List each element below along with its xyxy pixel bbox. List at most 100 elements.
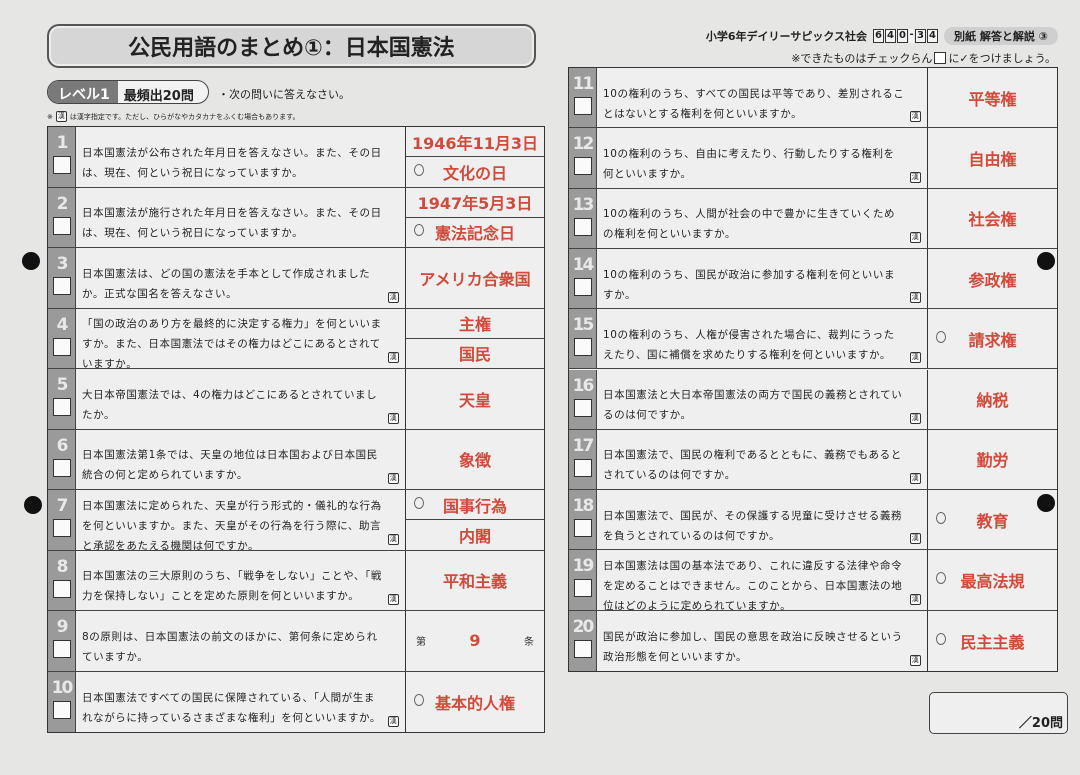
question-row: 20 国民が政治に参加し、国民の意思を政治に反映させるという政治形態を何といいます… <box>569 610 1057 671</box>
handwritten-circle-icon <box>414 693 424 706</box>
check-note-after: に✓をつけましょう。 <box>948 52 1056 65</box>
check-box[interactable] <box>52 216 71 235</box>
question-text: 10の権利のうち、自由に考えたり、行動したりする権利を何といいますか。 <box>603 147 895 180</box>
answer-slot: 平和主義 <box>406 551 544 611</box>
binder-hole <box>24 496 42 514</box>
answer-text: 勤労 <box>976 451 1009 471</box>
worksheet-header: 小学6年デイリーサピックス社会 6 4 0 - 3 4 別紙 解答と解説 ③ <box>706 27 1058 45</box>
question-row: 14 10の権利のうち、国民が政治に参加する権利を何といいますか。漢参政権 <box>569 248 1057 310</box>
question-number: 3 <box>56 254 69 274</box>
kanji-required-icon: 漢 <box>910 231 921 243</box>
check-box[interactable] <box>573 398 592 417</box>
answer-text: 内閣 <box>458 526 491 546</box>
answer-text: 天皇 <box>458 390 491 410</box>
check-box[interactable] <box>573 97 592 115</box>
check-box[interactable] <box>52 337 71 356</box>
question-text-cell: 日本国憲法で、国民が、その保護する児童に受けさせる義務を負うとされているのは何で… <box>597 490 928 550</box>
question-number-cell: 20 <box>569 610 597 671</box>
kanji-required-icon: 漢 <box>910 171 921 183</box>
answer-slot: 基本的人権 <box>406 672 544 733</box>
question-number: 6 <box>56 435 69 456</box>
answer-text: 国民 <box>458 345 491 365</box>
question-text: 日本国憲法は国の基本法であり、これに違反する法律や命令を定めることはできません。… <box>603 560 903 613</box>
question-number-cell: 13 <box>569 188 597 248</box>
question-row: 4 「国の政治のあり方を最終的に決定する権力」を何といいますか。また、日本国憲法で… <box>48 308 544 370</box>
check-box[interactable] <box>573 338 592 357</box>
question-number-cell: 8 <box>48 550 76 610</box>
check-box[interactable] <box>52 579 71 598</box>
answer-cell: 平和主義 <box>406 551 544 611</box>
level-badge: レベル1 最頻出20問 <box>47 80 209 104</box>
answer-slot: 国民 <box>406 337 544 368</box>
binder-hole <box>22 252 40 270</box>
answer-text: 1946年11月3日 <box>412 133 538 153</box>
questions-table-right: 11 10の権利のうち、すべての国民は平等であり、差別されることはないとする権利を… <box>568 67 1058 672</box>
answer-cell: 基本的人権 <box>406 672 544 733</box>
answer-text: 国事行為 <box>442 496 507 516</box>
question-number-cell: 2 <box>48 187 76 247</box>
question-text-cell: 10の権利のうち、人間が社会の中で豊かに生きていくための権利を何といいますか。漢 <box>597 188 928 248</box>
article-prefix: 第 <box>416 637 426 649</box>
question-number: 2 <box>56 193 69 214</box>
check-box[interactable] <box>52 458 71 477</box>
question-row: 1 日本国憲法が公布された年月日を答えなさい。また、その日は、現在、何という祝日に… <box>48 127 544 188</box>
question-text-cell: 10の権利のうち、人権が侵害された場合に、裁判にうったえたり、国に補償を求めたり… <box>597 309 928 369</box>
check-note-before: ※できたものはチェックらん <box>791 52 933 65</box>
question-row: 12 10の権利のうち、自由に考えたり、行動したりする権利を何といいますか。漢自由… <box>569 128 1057 189</box>
answer-cell: アメリカ合衆国 <box>406 248 544 308</box>
code-digit: 4 <box>885 29 897 43</box>
question-text-cell: 日本国憲法は、どの国の憲法を手本として作成されましたか。正式な国名を答えなさい。… <box>76 248 406 308</box>
question-row: 11 10の権利のうち、すべての国民は平等であり、差別されることはないとする権利を… <box>569 68 1057 129</box>
question-number-cell: 5 <box>48 369 76 429</box>
answer-slot: 象徴 <box>406 430 544 490</box>
question-number: 8 <box>56 556 69 577</box>
article-suffix: 条 <box>523 637 534 649</box>
check-box[interactable] <box>573 458 592 477</box>
check-box[interactable] <box>573 217 592 236</box>
kanji-required-icon: 漢 <box>388 594 399 605</box>
page-code: 6 4 0 - 3 4 <box>873 29 939 43</box>
code-digit: 6 <box>873 29 885 43</box>
question-number: 5 <box>56 375 69 395</box>
check-box[interactable] <box>52 277 71 295</box>
binder-hole <box>1037 494 1055 512</box>
answer-cell: 天皇 <box>406 369 544 429</box>
question-number-cell: 3 <box>48 248 76 308</box>
question-number: 9 <box>56 617 69 637</box>
question-text-cell: 10の権利のうち、国民が政治に参加する権利を何といいますか。漢 <box>597 248 928 309</box>
question-number-cell: 17 <box>569 429 597 490</box>
check-box[interactable] <box>573 639 592 658</box>
check-box[interactable] <box>52 700 71 719</box>
question-text: 10の権利のうち、人権が侵害された場合に、裁判にうったえたり、国に補償を求めたり… <box>603 328 895 361</box>
question-number-cell: 10 <box>48 671 76 732</box>
check-box[interactable] <box>573 579 592 598</box>
kanji-required-icon: 漢 <box>910 654 921 666</box>
check-box[interactable] <box>52 640 71 658</box>
check-box[interactable] <box>52 519 71 537</box>
note-prefix: ※ <box>47 112 53 121</box>
question-text: 日本国憲法が施行された年月日を答えなさい。また、その日は、現在、何という祝日にな… <box>82 207 382 240</box>
question-text-cell: 日本国憲法は国の基本法であり、これに違反する法律や命令を定めることはできません。… <box>597 550 928 612</box>
kanji-required-icon: 漢 <box>910 352 921 364</box>
check-box[interactable] <box>573 519 592 538</box>
check-box[interactable] <box>573 157 592 176</box>
check-box[interactable] <box>573 277 592 296</box>
check-box[interactable] <box>52 156 71 174</box>
answer-slot: 納税 <box>928 370 1057 429</box>
check-box[interactable] <box>52 398 71 416</box>
question-row: 7 日本国憲法に定められた、天皇が行う形式的・儀礼的な行為を何といいますか。また、… <box>48 490 544 552</box>
question-row: 9 8の原則は、日本国憲法の前文のほかに、第何条に定められていますか。 第 9 条 <box>48 611 544 672</box>
kanji-required-icon: 漢 <box>388 291 399 303</box>
level-label: レベル1 <box>48 81 118 103</box>
answer-slot: 請求権 <box>928 309 1057 368</box>
handwritten-circle-icon <box>414 496 424 509</box>
answer-slot: 教育 <box>928 490 1057 549</box>
question-number-cell: 7 <box>48 490 76 550</box>
question-text-cell: 日本国憲法に定められた、天皇が行う形式的・儀礼的な行為を何といいますか。また、天… <box>76 490 406 552</box>
answer-cell: 象徴 <box>406 430 544 490</box>
question-text: 国民が政治に参加し、国民の意思を政治に反映させるという政治形態を何といいますか。 <box>603 630 903 663</box>
answer-cell: 1946年11月3日 文化の日 <box>406 127 544 187</box>
checkbox-icon <box>934 52 947 64</box>
score-box[interactable]: ／20問 <box>929 692 1068 734</box>
score-total: ／20問 <box>1018 716 1063 731</box>
